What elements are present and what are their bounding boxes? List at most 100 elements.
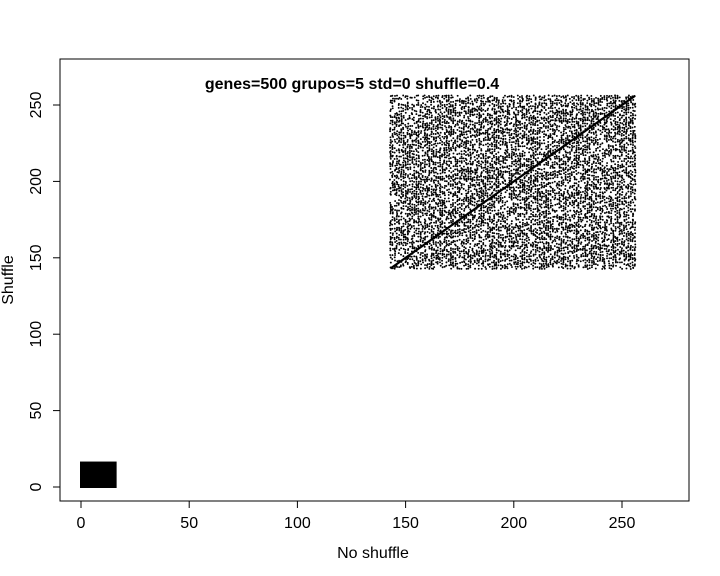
- data-point: [465, 130, 468, 133]
- data-point: [508, 134, 511, 137]
- data-point: [473, 255, 476, 258]
- data-point: [487, 121, 490, 123]
- data-point: [556, 171, 559, 173]
- data-point: [560, 166, 562, 169]
- data-point: [476, 99, 479, 102]
- data-point: [399, 264, 402, 267]
- data-point: [527, 236, 530, 239]
- data-point: [489, 228, 492, 231]
- data-point: [565, 139, 567, 142]
- data-point: [541, 221, 544, 224]
- data-point: [553, 238, 556, 241]
- data-point: [564, 206, 567, 209]
- data-point: [439, 131, 442, 134]
- data-point: [558, 188, 561, 190]
- data-point: [411, 188, 413, 191]
- data-point: [555, 154, 558, 157]
- data-point: [486, 109, 489, 111]
- data-point: [460, 131, 463, 134]
- data-point: [504, 201, 507, 204]
- data-point: [516, 160, 519, 163]
- data-point: [495, 255, 498, 258]
- data-point: [549, 143, 552, 146]
- data-point: [415, 207, 418, 210]
- data-point: [521, 134, 524, 137]
- data-point: [486, 235, 489, 238]
- data-point: [407, 225, 410, 228]
- data-point: [478, 233, 481, 236]
- data-point: [482, 126, 485, 129]
- data-point: [395, 204, 398, 207]
- data-point: [432, 149, 435, 152]
- data-point: [471, 218, 474, 221]
- data-point: [528, 195, 530, 198]
- data-point: [506, 127, 509, 130]
- data-point: [538, 128, 541, 131]
- data-point: [456, 165, 459, 168]
- data-point: [460, 150, 463, 153]
- x-tick-label: 0: [77, 515, 86, 532]
- data-point: [413, 234, 416, 236]
- data-point: [525, 192, 528, 195]
- data-point: [503, 253, 506, 256]
- data-point: [478, 187, 481, 190]
- data-point: [404, 104, 407, 107]
- data-point: [547, 140, 550, 143]
- data-point: [434, 161, 437, 164]
- data-point: [541, 259, 544, 262]
- data-point: [536, 197, 539, 200]
- data-point: [552, 111, 554, 114]
- data-point: [526, 249, 529, 252]
- data-point: [521, 189, 524, 192]
- data-point: [545, 262, 547, 265]
- data-point: [436, 261, 439, 263]
- data-point: [560, 209, 563, 212]
- data-point: [409, 205, 412, 208]
- data-point: [409, 190, 412, 193]
- data-point: [427, 155, 430, 158]
- data-point: [464, 110, 467, 113]
- data-point: [545, 218, 548, 221]
- data-point: [444, 204, 446, 207]
- data-point: [478, 123, 481, 126]
- data-point: [560, 244, 563, 247]
- data-point: [454, 165, 457, 167]
- data-point: [478, 259, 480, 262]
- data-point: [395, 132, 398, 135]
- data-point: [560, 134, 563, 137]
- data-point: [441, 177, 444, 180]
- data-point: [449, 231, 452, 234]
- data-point: [454, 106, 457, 109]
- data-point: [460, 267, 463, 270]
- data-point: [532, 179, 535, 182]
- data-point: [426, 263, 429, 266]
- data-point: [471, 226, 474, 229]
- data-point: [446, 243, 449, 246]
- data-point: [528, 148, 531, 150]
- data-point: [562, 140, 565, 143]
- data-point: [458, 130, 461, 133]
- data-point: [547, 203, 550, 206]
- data-point: [547, 224, 550, 227]
- data-point: [493, 103, 496, 106]
- data-point: [463, 172, 466, 175]
- data-point: [404, 250, 407, 253]
- data-point: [510, 222, 513, 225]
- data-point: [439, 177, 442, 180]
- data-point: [415, 227, 418, 230]
- data-point: [400, 183, 403, 186]
- data-point: [415, 192, 418, 195]
- data-point: [430, 103, 433, 106]
- data-point: [514, 196, 517, 199]
- data-point: [513, 129, 516, 132]
- data-point: [545, 171, 548, 174]
- data-point: [430, 116, 433, 119]
- data-point: [541, 251, 544, 254]
- data-point: [489, 95, 492, 98]
- data-point: [408, 106, 411, 109]
- data-point: [419, 161, 422, 164]
- data-point: [508, 234, 511, 237]
- data-point: [396, 164, 398, 167]
- data-point: [393, 256, 396, 259]
- data-point: [511, 160, 514, 163]
